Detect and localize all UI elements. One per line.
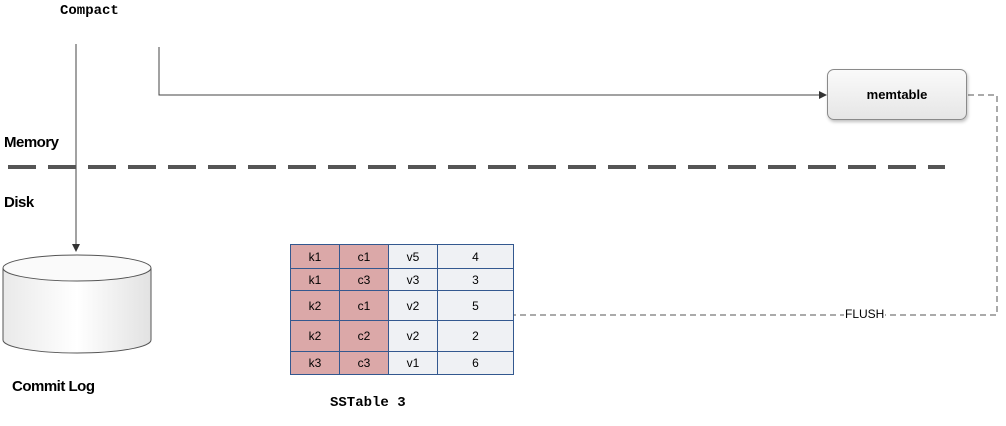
flush-arrow — [488, 94, 998, 319]
sstable-row: k3 c3 v1 6 — [290, 351, 514, 375]
sstable-table: k1 c1 v5 4 k1 c3 v3 3 k2 c1 v2 5 k2 c2 v… — [290, 244, 514, 375]
sstable-key-cell: k1 — [290, 244, 340, 269]
memory-label: Memory — [4, 134, 59, 151]
sstable-value-cell: v5 — [388, 244, 438, 269]
sstable-key-cell: k3 — [290, 351, 340, 375]
flush-label: FLUSH — [844, 307, 886, 321]
sstable-timestamp-cell: 3 — [437, 268, 514, 291]
sstable-key-cell: k2 — [290, 290, 340, 321]
sstable-column-cell: c3 — [339, 268, 389, 291]
compact-to-memtable-arrow — [158, 47, 827, 99]
sstable-title: SSTable 3 — [330, 395, 406, 411]
sstable-timestamp-cell: 5 — [437, 290, 514, 321]
memtable-label: memtable — [866, 87, 928, 102]
sstable-row: k2 c2 v2 2 — [290, 320, 514, 352]
compact-label: Compact — [60, 3, 119, 19]
commit-log-label: Commit Log — [12, 378, 95, 395]
commit-log-cylinder-icon — [2, 254, 152, 354]
sstable-value-cell: v1 — [388, 351, 438, 375]
sstable-column-cell: c2 — [339, 320, 389, 352]
sstable-column-cell: c3 — [339, 351, 389, 375]
sstable-timestamp-cell: 2 — [437, 320, 514, 352]
memtable-box: memtable — [827, 69, 967, 120]
sstable-row: k2 c1 v2 5 — [290, 290, 514, 321]
sstable-value-cell: v2 — [388, 320, 438, 352]
sstable-value-cell: v3 — [388, 268, 438, 291]
sstable-key-cell: k2 — [290, 320, 340, 352]
sstable-column-cell: c1 — [339, 244, 389, 269]
sstable-row: k1 c3 v3 3 — [290, 268, 514, 291]
sstable-key-cell: k1 — [290, 268, 340, 291]
sstable-column-cell: c1 — [339, 290, 389, 321]
sstable-value-cell: v2 — [388, 290, 438, 321]
disk-label: Disk — [4, 194, 34, 211]
sstable-row: k1 c1 v5 4 — [290, 244, 514, 269]
sstable-timestamp-cell: 6 — [437, 351, 514, 375]
sstable-timestamp-cell: 4 — [437, 244, 514, 269]
